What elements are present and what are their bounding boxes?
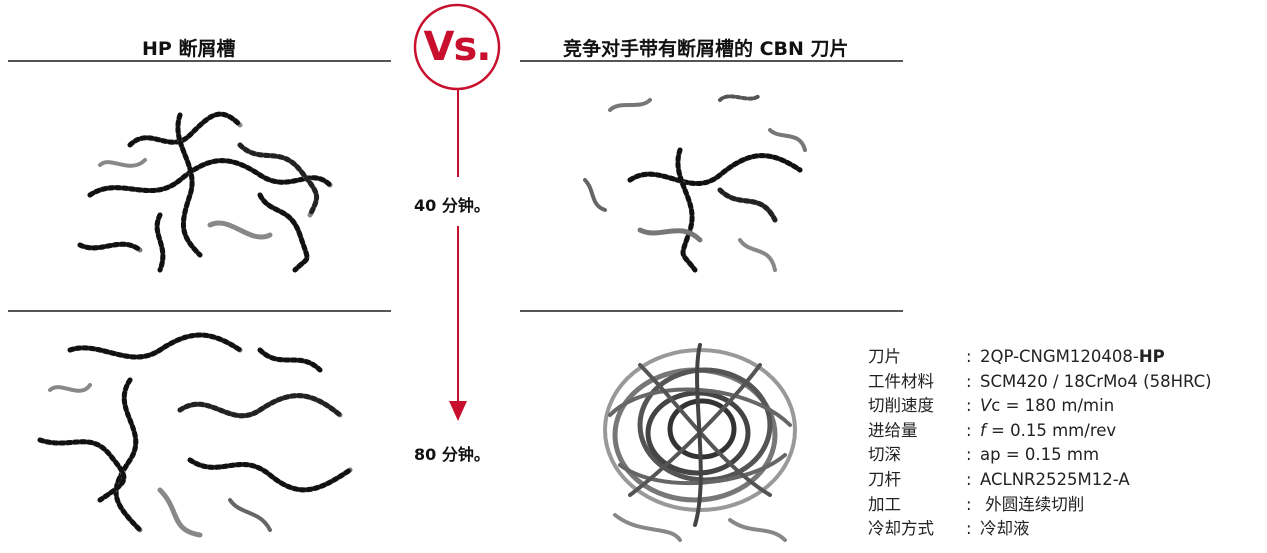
spec-row-depth: 切深 : ap = 0.15 mm <box>868 443 1212 468</box>
spec-row-coolant: 冷却方式 : 冷却液 <box>868 517 1212 542</box>
spec-value: f = 0.15 mm/rev <box>980 419 1116 444</box>
spec-colon: : <box>966 469 972 489</box>
spec-colon: : <box>966 396 972 416</box>
chips-image-hp-40min <box>77 111 333 273</box>
spec-row-feed: 进给量 : f = 0.15 mm/rev <box>868 419 1212 444</box>
spec-row-operation: 加工 : 外圆连续切削 <box>868 493 1212 518</box>
spec-value-italic: f <box>980 420 986 440</box>
spec-colon: : <box>966 347 972 366</box>
left-top-divider <box>8 60 391 62</box>
chips-image-competitor-40min <box>583 93 807 273</box>
spec-colon: : <box>966 420 972 440</box>
time-label-40: 40 分钟。 <box>414 196 490 215</box>
spec-value: 2QP-CNGM120408-HP <box>980 345 1165 370</box>
spec-value-bold: HP <box>1138 347 1165 366</box>
spec-value-italic: V <box>980 396 992 416</box>
spec-value-text: 2QP-CNGM120408- <box>980 347 1139 366</box>
spec-value: ACLNR2525M12-A <box>980 469 1130 489</box>
right-top-divider <box>520 60 903 62</box>
spec-colon: : <box>966 494 972 514</box>
spec-row-cutting-speed: 切削速度 : Vc = 180 m/min <box>868 394 1212 419</box>
spec-row-holder: 刀杆 : ACLNR2525M12-A <box>868 468 1212 493</box>
left-column-title: HP 断屑槽 <box>142 38 236 60</box>
spec-value: ap = 0.15 mm <box>980 445 1100 465</box>
time-label-80: 80 分钟。 <box>414 445 490 464</box>
spec-value: 冷却液 <box>980 519 1030 539</box>
vs-badge: Vs. <box>413 3 501 91</box>
spec-label: 切深 <box>868 445 901 465</box>
right-middle-divider <box>520 310 903 312</box>
spec-colon: : <box>966 445 972 465</box>
spec-value-text: c = 180 m/min <box>991 396 1115 416</box>
spec-label: 刀片 <box>868 347 901 366</box>
spec-row-insert: 刀片 : 2QP-CNGM120408-HP <box>868 345 1212 370</box>
left-middle-divider <box>8 310 391 312</box>
spec-row-workpiece: 工件材料 : SCM420 / 18CrMo4 (58HRC) <box>868 370 1212 395</box>
chips-image-competitor-80min <box>603 343 797 542</box>
vs-circle-icon <box>413 3 501 91</box>
spec-label: 刀杆 <box>868 469 901 489</box>
spec-value: SCM420 / 18CrMo4 (58HRC) <box>980 371 1212 391</box>
spec-value: Vc = 180 m/min <box>980 394 1114 419</box>
spec-value: 外圆连续切削 <box>980 494 1085 514</box>
right-column-title: 竞争对手带有断屑槽的 CBN 刀片 <box>563 38 849 60</box>
spec-colon: : <box>966 371 972 391</box>
spec-label: 冷却方式 <box>868 519 934 539</box>
spec-label: 进给量 <box>868 420 918 440</box>
vs-label: Vs. <box>423 24 492 70</box>
spec-label: 工件材料 <box>868 371 934 391</box>
timeline-arrow-icon <box>449 90 467 421</box>
spec-label: 加工 <box>868 494 901 514</box>
spec-value-text: = 0.15 mm/rev <box>985 420 1117 440</box>
spec-label: 切削速度 <box>868 396 934 416</box>
cutting-conditions: 刀片 : 2QP-CNGM120408-HP 工件材料 : SCM420 / 1… <box>868 345 1212 542</box>
chips-image-hp-80min <box>37 332 353 538</box>
spec-colon: : <box>966 519 972 539</box>
